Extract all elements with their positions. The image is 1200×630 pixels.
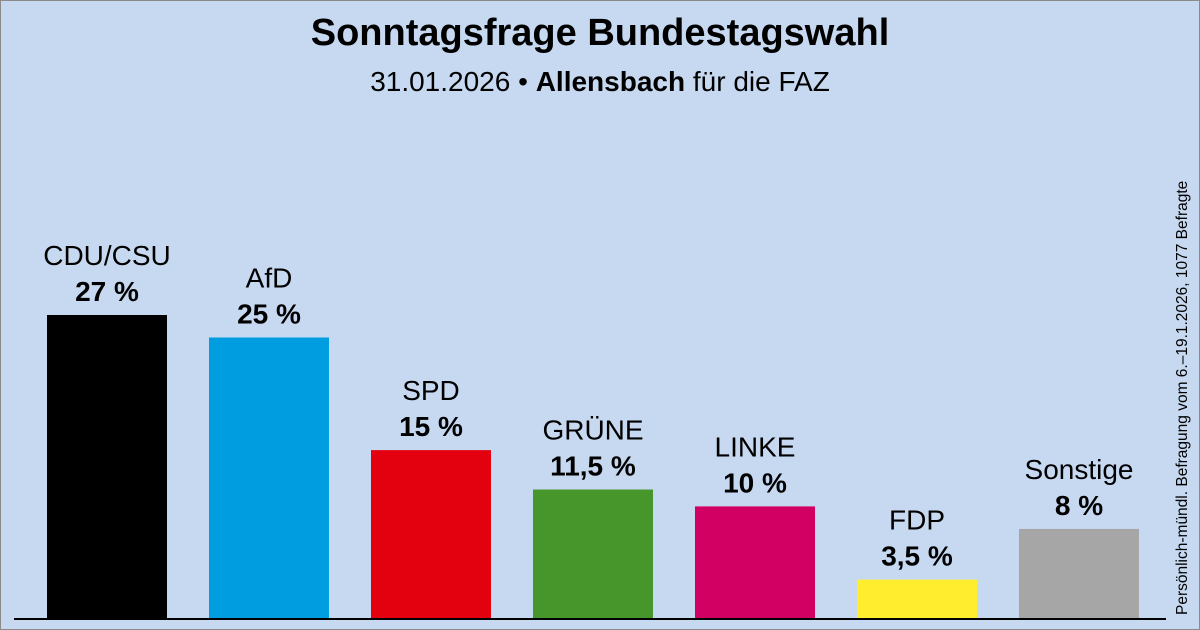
subtitle-date: 31.01.2026 — [370, 66, 511, 97]
chart-title: Sonntagsfrage Bundestagswahl — [310, 12, 890, 54]
bar-linke — [695, 506, 815, 619]
category-label-fdp: FDP — [889, 505, 945, 536]
category-label-sonstige: Sonstige — [1025, 454, 1134, 485]
category-label-cdu-csu: CDU/CSU — [43, 240, 171, 271]
subtitle-client: für die FAZ — [692, 66, 830, 97]
bars-group: 27 % CDU/CSU 25 % AfD 15 % SPD 11,5 % GRÜNE 10 %… — [43, 240, 1139, 619]
subtitle-institute: Allensbach — [535, 66, 686, 97]
bar-grüne — [533, 489, 653, 619]
value-label-spd: 15 % — [399, 411, 463, 442]
value-label-fdp: 3,5 % — [881, 541, 953, 572]
value-label-sonstige: 8 % — [1055, 490, 1103, 521]
bar-cdu-csu — [47, 315, 167, 619]
value-label-afd: 25 % — [237, 299, 301, 330]
chart-subtitle: 31.01.2026 • Allensbach für die FAZ — [0, 66, 1200, 98]
subtitle-separator: • — [518, 66, 528, 97]
category-label-grüne: GRÜNE — [542, 415, 643, 446]
value-label-linke: 10 % — [723, 467, 787, 498]
value-label-grüne: 11,5 % — [550, 451, 636, 482]
category-label-linke: LINKE — [715, 431, 796, 462]
value-label-cdu-csu: 27 % — [75, 276, 139, 307]
category-label-spd: SPD — [402, 375, 460, 406]
bar-afd — [209, 337, 329, 619]
bar-fdp — [857, 579, 977, 619]
bar-spd — [371, 450, 491, 619]
category-label-afd: AfD — [246, 263, 293, 294]
bar-sonstige — [1019, 528, 1139, 619]
